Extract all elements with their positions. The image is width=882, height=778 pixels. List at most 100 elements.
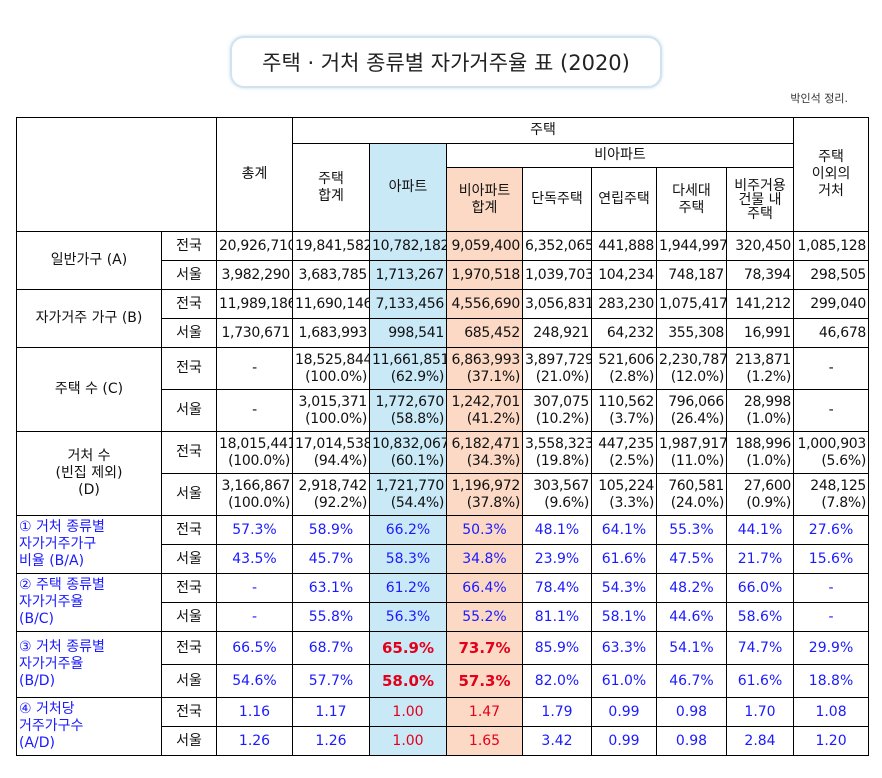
ratio-cell: 61.6% [591, 544, 657, 574]
table-cell: - [216, 347, 293, 390]
ratio-cell: - [216, 602, 293, 632]
table-cell: 188,996 (1.0%) [725, 431, 795, 474]
ratio-cell: 1.08 [793, 697, 870, 727]
ratio-cell: 0.99 [591, 697, 657, 727]
header-housing: 주택 [291, 117, 795, 144]
table-cell: 307,075 (10.2%) [522, 389, 592, 432]
ratio-cell: 21.7% [725, 544, 795, 574]
ratio-cell: 58.6% [725, 602, 795, 632]
ratio-cell: 58.3% [369, 544, 447, 574]
ratio-cell: 66.0% [725, 573, 795, 603]
table-cell: - [216, 389, 293, 432]
ratio-cell: 73.7% [446, 631, 523, 665]
header-non-apartment: 비아파트 [445, 143, 795, 168]
ratio-cell: 61.2% [369, 573, 447, 603]
ratio-cell: 43.5% [216, 544, 293, 574]
table-cell: 303,567 (9.6%) [522, 473, 592, 516]
ratio-cell: 58.9% [292, 515, 370, 545]
ratio-cell: 66.4% [446, 573, 523, 603]
ratio-cell: 1.00 [369, 697, 447, 727]
ratio-cell: 55.8% [292, 602, 370, 632]
ratio-cell: 3.42 [522, 726, 592, 756]
table-cell: 17,014,538 (94.4%) [292, 431, 370, 474]
ratio-cell: 34.8% [446, 544, 523, 574]
table-cell: 20,926,710 [216, 231, 293, 261]
row-label: ① 거처 종류별 자가거주가구 비율 (B/A) [16, 515, 162, 574]
ratio-cell: 2.84 [725, 726, 795, 756]
region-label: 전국 [161, 631, 217, 665]
table-cell: - [793, 389, 870, 432]
ratio-cell: 85.9% [522, 631, 592, 665]
ratio-cell: 15.6% [793, 544, 870, 574]
ratio-cell: 18.8% [793, 664, 870, 698]
ratio-cell: 48.2% [656, 573, 727, 603]
ratio-row: 서울 1.26 1.26 1.00 1.65 3.42 0.99 0.98 2.84 1.20 [17, 726, 870, 756]
ratio-cell: 29.9% [793, 631, 870, 665]
ratio-cell: 55.3% [656, 515, 727, 545]
table-cell: 299,040 [793, 289, 870, 319]
table-cell: 3,897,729 (21.0%) [522, 347, 592, 390]
table-row: 주택 수 (C) 전국 -18,525,844 (100.0%) 11,661,851(… [16, 347, 870, 432]
table-cell: 283,230 [591, 289, 657, 319]
table-cell: 3,982,290 [216, 260, 293, 290]
table-row: 서울 3,166,867 (100.0%) 2,918,742 (92.2%) 1,721… [17, 473, 870, 516]
ratio-row: ② 주택 종류별 자가거주율 (B/C) 전국 -63.1% 61.2% 66.4% 78.4… [16, 573, 870, 632]
table-cell: 105,224 (3.3%) [591, 473, 657, 516]
region-label: 전국 [161, 347, 217, 390]
ratio-row: ① 거처 종류별 자가거주가구 비율 (B/A) 전국 57.3% 58.9% 66.2% 5… [16, 515, 870, 574]
ratio-cell: 1.20 [793, 726, 870, 756]
table-cell: 110,562 (3.7%) [591, 389, 657, 432]
ratio-cell: 61.6% [725, 664, 795, 698]
table-row: 서울 -3,015,371 (100.0%) 1,772,670 (58.8%) 1,24… [17, 389, 870, 432]
ratio-cell: - [793, 602, 870, 632]
ratio-cell: 66.2% [369, 515, 447, 545]
table-cell: 1,039,703 [522, 260, 592, 290]
table-cell: 4,556,690 [446, 289, 523, 319]
table-cell: 11,690,146 [292, 289, 370, 319]
table-cell: 7,133,456 [369, 289, 447, 319]
ratio-cell: 63.3% [591, 631, 657, 665]
ratio-cell: 64.1% [591, 515, 657, 545]
table-cell: 18,015,441 (100.0%) [216, 431, 293, 474]
table-cell: 320,450 [725, 231, 795, 261]
table-cell: 78,394 [725, 260, 795, 290]
table-cell: 10,832,067 (60.1%) [369, 431, 447, 474]
corner-cell [16, 117, 217, 232]
ratio-cell: 66.5% [216, 631, 293, 665]
header-total: 총계 [216, 117, 293, 232]
table-cell: 1,944,997 [656, 231, 727, 261]
row-label: ④ 거처당 거주가구수 (A/D) [16, 697, 162, 756]
table-cell: 3,015,371 (100.0%) [292, 389, 370, 432]
table-row: 서울 3,982,290 3,683,785 1,713,267 1,970,518 1,… [17, 260, 870, 290]
table-cell: 760,581 (24.0%) [656, 473, 727, 516]
header-non-apartment-total: 비아파트 합계 [446, 167, 523, 232]
ratio-cell: 1.16 [216, 697, 293, 727]
table-cell: 355,308 [656, 318, 727, 348]
ratio-cell: 78.4% [522, 573, 592, 603]
ratio-cell: 1.47 [446, 697, 523, 727]
table-cell: 1,713,267 [369, 260, 447, 290]
table-cell: 1,242,701 (41.2%) [446, 389, 523, 432]
ratio-cell: 44.6% [656, 602, 727, 632]
header-row-house: 연립주택 [591, 167, 657, 232]
table-cell: 6,863,993 (37.1%) [446, 347, 523, 390]
row-label: 주택 수 (C) [16, 347, 162, 432]
ratio-cell: 1.65 [446, 726, 523, 756]
header-apartment: 아파트 [369, 143, 447, 232]
table-cell: 46,678 [793, 318, 870, 348]
header-detached: 단독주택 [522, 167, 592, 232]
table-cell: 9,059,400 [446, 231, 523, 261]
table-cell: 27,600 (0.9%) [725, 473, 795, 516]
ratio-cell: 57.7% [292, 664, 370, 698]
table-row: 거처 수 (빈집 제외) (D) 전국 18,015,441 (100.0%) 17,014… [16, 431, 870, 516]
table-cell: 11,661,851 (62.9%) [369, 347, 447, 390]
ratio-cell: 44.1% [725, 515, 795, 545]
ratio-cell: 63.1% [292, 573, 370, 603]
table-cell: 685,452 [446, 318, 523, 348]
table-row: 일반가구 (A) 전국 20,926,710 19,841,582 10,782,182… [16, 231, 870, 290]
region-label: 서울 [161, 473, 217, 516]
table-cell: 748,187 [656, 260, 727, 290]
table-cell: 1,196,972 (37.8%) [446, 473, 523, 516]
table-cell: 18,525,844 (100.0%) [292, 347, 370, 390]
table-cell: 2,918,742 (92.2%) [292, 473, 370, 516]
